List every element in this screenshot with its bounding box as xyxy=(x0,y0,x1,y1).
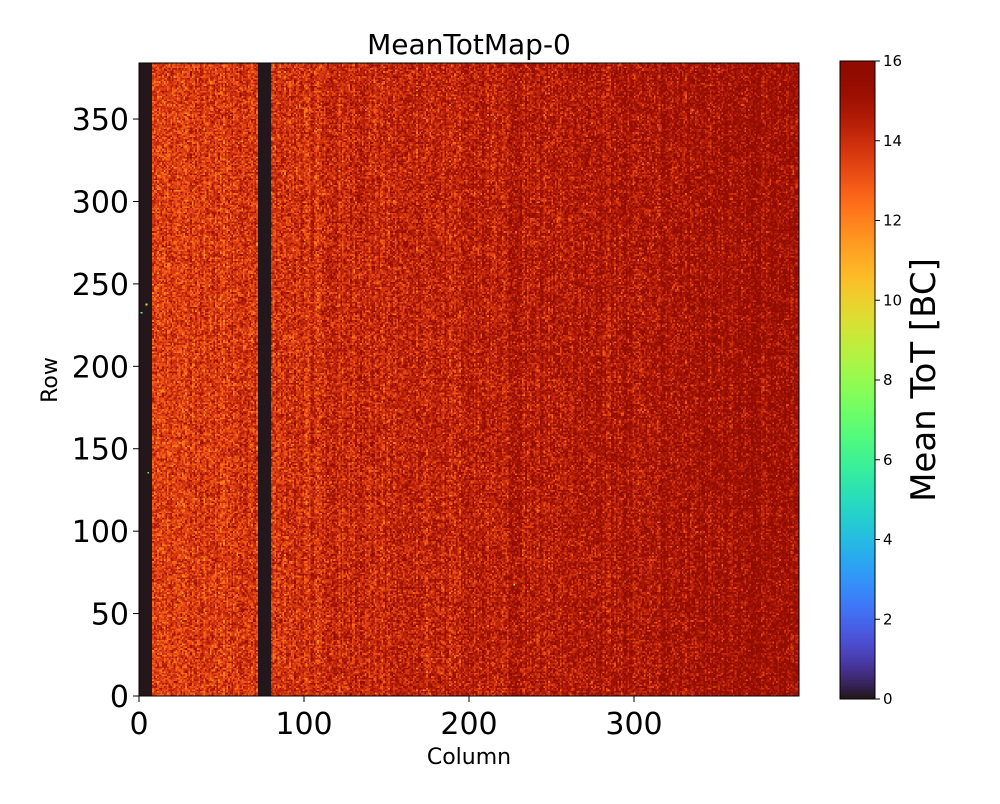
heatmap-pixels xyxy=(139,63,799,696)
x-tick-label: 200 xyxy=(440,707,497,742)
y-axis-ticks: 0 50 100 150 200 250 300 350 xyxy=(72,103,139,715)
colorbar-tick-label: 6 xyxy=(883,451,893,469)
y-tick-label: 350 xyxy=(72,103,129,138)
colorbar-tick-label: 12 xyxy=(883,212,902,230)
y-tick-label: 50 xyxy=(91,598,129,633)
y-tick-label: 100 xyxy=(72,515,129,550)
y-tick-label: 300 xyxy=(72,185,129,220)
y-tick-label: 150 xyxy=(72,433,129,468)
x-tick-label: 100 xyxy=(275,707,332,742)
colorbar: 0 2 4 6 8 10 12 14 16 Mean ToT [BC] xyxy=(839,52,944,708)
colorbar-tick-label: 10 xyxy=(883,291,902,309)
x-axis-label: Column xyxy=(427,745,511,770)
x-axis-ticks: 0 100 200 300 xyxy=(129,696,663,742)
y-tick-label: 200 xyxy=(72,350,129,385)
y-axis-label: Row xyxy=(38,357,63,403)
heatmap-canvas xyxy=(139,63,799,696)
y-tick-label: 0 xyxy=(110,680,129,715)
colorbar-label: Mean ToT [BC] xyxy=(904,258,944,502)
colorbar-tick-label: 0 xyxy=(883,690,893,708)
x-tick-label: 300 xyxy=(605,707,662,742)
colorbar-tick-label: 16 xyxy=(883,52,902,70)
colorbar-gradient xyxy=(840,61,875,699)
y-tick-label: 250 xyxy=(72,268,129,303)
colorbar-tick-label: 8 xyxy=(883,371,893,389)
colorbar-tick-label: 2 xyxy=(883,610,893,628)
chart-title: MeanTotMap-0 xyxy=(367,28,571,61)
x-tick-label: 0 xyxy=(129,707,148,742)
colorbar-tick-label: 4 xyxy=(883,531,893,549)
colorbar-tick-label: 14 xyxy=(883,132,902,150)
colorbar-ticks: 0 2 4 6 8 10 12 14 16 xyxy=(875,52,902,708)
